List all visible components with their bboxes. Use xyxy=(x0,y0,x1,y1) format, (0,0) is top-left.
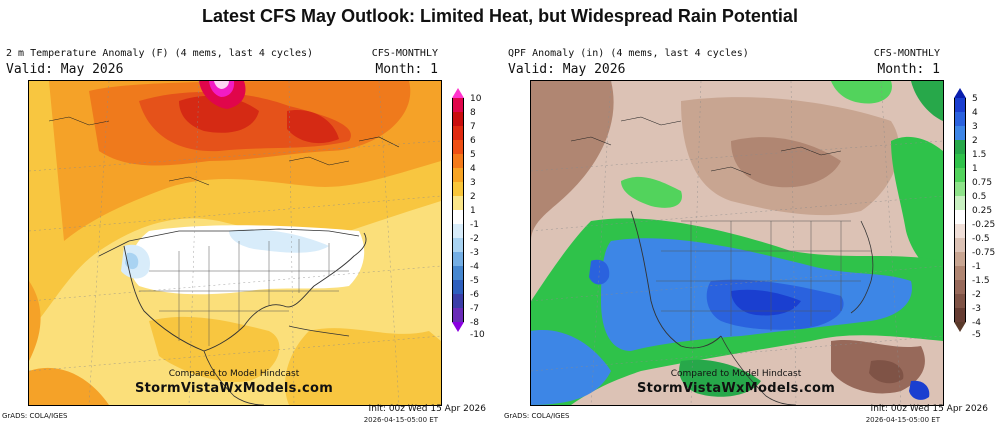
colorbar-segment xyxy=(452,98,464,112)
grads-credit: GrADS: COLA/IGES xyxy=(2,412,68,420)
site-watermark: StormVistaWxModels.com xyxy=(636,381,836,396)
colorbar-segment xyxy=(452,182,464,196)
qpf-map-graphic xyxy=(531,81,943,405)
colorbar-segment xyxy=(452,112,464,126)
colorbar-label: -2 xyxy=(972,290,981,300)
qpf-anomaly-map xyxy=(530,80,944,406)
colorbar-label: -1 xyxy=(470,220,479,230)
colorbar-top-triangle xyxy=(452,88,464,98)
colorbar-label: -4 xyxy=(972,318,981,328)
colorbar-label: 0.75 xyxy=(972,178,993,188)
colorbar-segment xyxy=(452,140,464,154)
colorbar-label: -5 xyxy=(972,330,981,340)
colorbar-label: 4 xyxy=(470,164,476,174)
model-name: CFS-MONTHLY xyxy=(371,48,438,59)
colorbar-segment xyxy=(452,224,464,238)
colorbar-segment xyxy=(954,238,966,252)
colorbar-segment xyxy=(452,280,464,294)
colorbar-segment xyxy=(452,168,464,182)
colorbar-label: -0.5 xyxy=(972,234,990,244)
colorbar-segment xyxy=(954,168,966,182)
colorbar-segment xyxy=(452,266,464,280)
colorbar-segment xyxy=(452,126,464,140)
colorbar-label: 0.5 xyxy=(972,192,987,202)
colorbar-segment xyxy=(954,126,966,140)
panel-header-title: QPF Anomaly (in) (4 mems, last 4 cycles) xyxy=(508,48,749,59)
init-time: Init: 00z Wed 15 Apr 2026 xyxy=(870,404,988,414)
colorbar-segment xyxy=(954,154,966,168)
model-name: CFS-MONTHLY xyxy=(873,48,940,59)
colorbar-label: -1 xyxy=(972,262,981,272)
colorbar-label: 3 xyxy=(470,178,476,188)
colorbar-segment xyxy=(954,196,966,210)
timestamp: 2026-04-15-05:00 ET xyxy=(363,416,438,424)
colorbar-bottom-triangle xyxy=(452,322,464,332)
colorbar-label: -3 xyxy=(470,248,479,258)
grads-credit: GrADS: COLA/IGES xyxy=(504,412,570,420)
colorbar-segment xyxy=(954,294,966,308)
site-watermark: StormVistaWxModels.com xyxy=(134,381,334,396)
colorbar-label: 4 xyxy=(972,108,978,118)
colorbar-label: 7 xyxy=(470,122,476,132)
colorbar-segment xyxy=(452,294,464,308)
colorbar-label: 10 xyxy=(470,94,482,104)
colorbar-label: 2 xyxy=(972,136,978,146)
colorbar-segment xyxy=(954,210,966,224)
colorbar-label: -2 xyxy=(470,234,479,244)
qpf-anomaly-panel: QPF Anomaly (in) (4 mems, last 4 cycles)… xyxy=(502,44,998,424)
colorbar-label: 3 xyxy=(972,122,978,132)
colorbar-label: -0.25 xyxy=(972,220,996,230)
colorbar-segment xyxy=(954,224,966,238)
colorbar-segment xyxy=(452,210,464,224)
colorbar-segment xyxy=(954,140,966,154)
timestamp: 2026-04-15-05:00 ET xyxy=(865,416,940,424)
colorbar-label: 8 xyxy=(470,108,476,118)
colorbar-label: -5 xyxy=(470,276,479,286)
temperature-anomaly-panel: 2 m Temperature Anomaly (F) (4 mems, las… xyxy=(0,44,496,424)
qpf-colorbar xyxy=(954,88,966,332)
colorbar-segment xyxy=(954,252,966,266)
colorbar-label: 0.25 xyxy=(972,206,993,216)
colorbar-label: 5 xyxy=(972,94,978,104)
colorbar-label: -4 xyxy=(470,262,479,272)
colorbar-segment xyxy=(452,308,464,322)
colorbar-segment xyxy=(954,98,966,112)
temperature-map-graphic xyxy=(29,81,441,405)
colorbar-label: -8 xyxy=(470,318,479,328)
colorbar-label: -0.75 xyxy=(972,248,996,258)
colorbar-segment xyxy=(452,154,464,168)
colorbar-bottom-triangle xyxy=(954,322,966,332)
colorbar-label: -6 xyxy=(470,290,479,300)
temperature-colorbar xyxy=(452,88,464,332)
colorbar-segment xyxy=(452,252,464,266)
valid-date: Valid: May 2026 xyxy=(508,62,626,77)
colorbar-label: 1 xyxy=(972,164,978,174)
hindcast-note: Compared to Model Hindcast xyxy=(670,369,802,379)
main-title: Latest CFS May Outlook: Limited Heat, bu… xyxy=(202,6,798,26)
colorbar-top-triangle xyxy=(954,88,966,98)
colorbar-label: 6 xyxy=(470,136,476,146)
month-label: Month: 1 xyxy=(877,62,940,77)
colorbar-label: -7 xyxy=(470,304,479,314)
colorbar-segment xyxy=(452,196,464,210)
colorbar-segment xyxy=(954,266,966,280)
colorbar-segment xyxy=(954,308,966,322)
month-label: Month: 1 xyxy=(375,62,438,77)
colorbar-label: -1.5 xyxy=(972,276,990,286)
colorbar-label: -3 xyxy=(972,304,981,314)
valid-date: Valid: May 2026 xyxy=(6,62,124,77)
colorbar-segment xyxy=(954,182,966,196)
colorbar-label: 2 xyxy=(470,192,476,202)
hindcast-note: Compared to Model Hindcast xyxy=(168,369,300,379)
colorbar-label: 1.5 xyxy=(972,150,987,160)
temperature-anomaly-map xyxy=(28,80,442,406)
init-time: Init: 00z Wed 15 Apr 2026 xyxy=(368,404,486,414)
colorbar-label: 1 xyxy=(470,206,476,216)
colorbar-segment xyxy=(452,238,464,252)
panel-header-title: 2 m Temperature Anomaly (F) (4 mems, las… xyxy=(6,48,314,59)
colorbar-segment xyxy=(954,280,966,294)
colorbar-segment xyxy=(954,112,966,126)
colorbar-label: -10 xyxy=(470,330,485,340)
colorbar-label: 5 xyxy=(470,150,476,160)
